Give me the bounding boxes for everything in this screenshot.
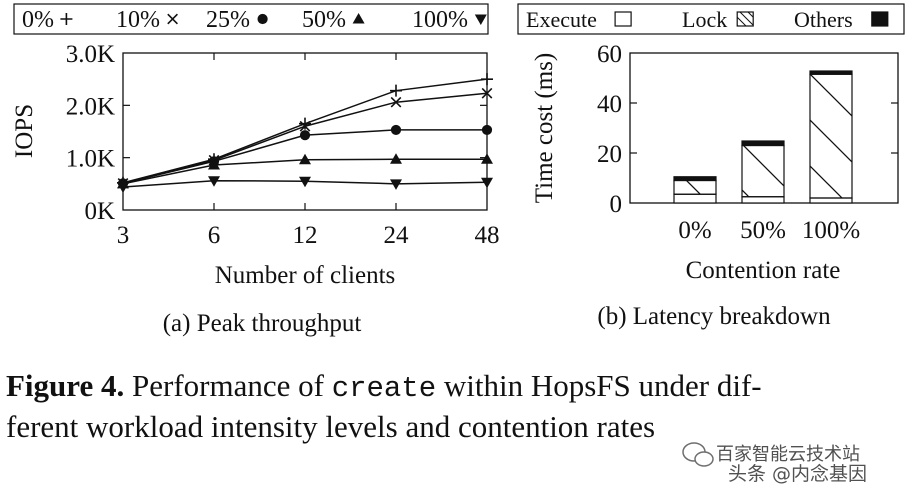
y-tick-label: 2.0K [66, 93, 115, 120]
y-tick-label: 40 [597, 91, 622, 118]
watermark-handle: 头条 @内念基因 [728, 462, 867, 485]
x-tick-label: 0% [678, 217, 711, 244]
x-axis-label: Contention rate [686, 257, 841, 284]
data-point [390, 179, 402, 190]
y-axis-label: IOPS [11, 104, 38, 158]
data-point [481, 153, 493, 164]
x-tick-label: 6 [208, 222, 221, 249]
caption-code: create [332, 372, 436, 405]
bar-segment-execute [673, 193, 717, 204]
data-point [481, 73, 493, 86]
y-tick-label: 3.0K [66, 41, 115, 68]
throughput-legend: 0% 10% 25% 50% 100% [22, 7, 487, 33]
legend-swatch [871, 11, 889, 27]
bar-segment-lock [673, 179, 717, 195]
data-point [390, 84, 402, 97]
legend-label: 25% [206, 7, 250, 33]
legend-marker [60, 13, 73, 25]
legend-box [517, 3, 905, 35]
bar-50pct [741, 140, 785, 204]
legend-marker [257, 13, 268, 25]
wechat-icon [682, 442, 714, 467]
data-point [390, 153, 402, 164]
x-tick-label: 48 [475, 222, 500, 249]
data-point [117, 182, 129, 193]
latency-legend: Execute Lock Others [526, 7, 889, 32]
throughput-chart: 0% 10% 25% 50% 100% 0K 1.0K 2.0K 3.0K 3 6 12 24 48 N… [11, 3, 500, 337]
caption-line-2: ferent workload intensity levels and con… [6, 409, 655, 444]
legend-marker [352, 13, 365, 24]
x-tick-label: 24 [384, 222, 410, 249]
y-tick-label: 20 [597, 141, 622, 168]
data-point [481, 177, 493, 189]
legend-swatch [614, 11, 632, 27]
data-point [208, 158, 220, 170]
bar-segment-others [673, 176, 717, 182]
watermark: 百家智能云技术站 头条 @内念基因 [682, 442, 867, 485]
x-tick-label: 3 [117, 222, 130, 249]
svg-text:Figure 4. Performance of creat: Figure 4. Performance of create within H… [6, 368, 762, 405]
latency-chart: Execute Lock Others 0 20 40 60 0% 50% 100% Conte… [517, 3, 905, 330]
legend-box [13, 3, 489, 35]
bar-0pct [673, 176, 717, 204]
x-tick-label: 100% [802, 217, 860, 244]
bar-segment-execute [809, 197, 853, 204]
y-tick-label: 1.0K [66, 146, 115, 173]
legend-label: Others [794, 7, 853, 32]
legend-label: 10% [116, 7, 160, 33]
legend-label: 100% [412, 7, 468, 33]
legend-marker [474, 14, 487, 25]
bar-segment-lock [741, 144, 785, 198]
data-point [481, 87, 493, 99]
bar-segment-others [741, 140, 785, 147]
y-tick-label: 0K [84, 198, 115, 225]
y-tick-label: 0 [610, 191, 623, 218]
legend-marker [167, 13, 178, 25]
caption-text-before: Performance of [124, 368, 331, 403]
data-point [299, 153, 311, 165]
bar-100pct [809, 70, 853, 204]
data-point [481, 124, 493, 136]
legend-label: Execute [526, 7, 597, 32]
x-tick-label: 50% [740, 217, 786, 244]
legend-label: 0% [22, 7, 54, 33]
data-point [390, 124, 402, 136]
y-axis-label: Time cost (ms) [531, 53, 558, 203]
legend-label: Lock [682, 7, 727, 32]
data-point [299, 130, 311, 141]
series-100pct [117, 176, 493, 193]
figure-caption: Figure 4. Performance of create within H… [6, 368, 762, 444]
chart-title: (a) Peak throughput [163, 310, 362, 337]
bar-segment-execute [741, 196, 785, 204]
data-point [299, 120, 311, 132]
legend-label: 50% [302, 7, 346, 33]
bar-segment-others [809, 70, 853, 75]
data-point [390, 96, 402, 108]
caption-label: Figure 4. [6, 368, 124, 403]
y-tick-label: 60 [597, 41, 622, 68]
bar-segment-lock [809, 73, 853, 199]
watermark-channel: 百家智能云技术站 [716, 444, 860, 465]
data-point [299, 176, 311, 188]
legend-swatch [736, 11, 754, 27]
data-point [299, 117, 311, 130]
x-tick-label: 12 [293, 222, 318, 249]
chart-title: (b) Latency breakdown [597, 303, 831, 330]
x-axis-label: Number of clients [215, 262, 396, 289]
data-point [208, 176, 220, 187]
caption-text-after: within HopsFS under dif- [436, 368, 762, 403]
